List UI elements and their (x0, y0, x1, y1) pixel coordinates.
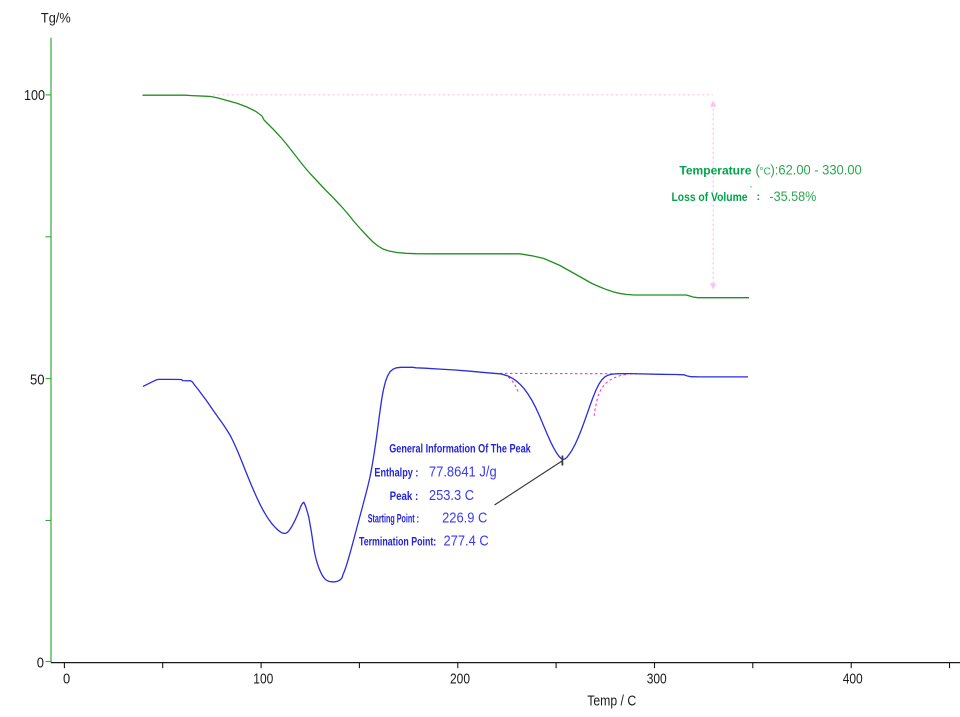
svg-text:):62.00 - 330.00: ):62.00 - 330.00 (771, 162, 862, 178)
svg-text:253.3 C: 253.3 C (429, 488, 474, 504)
svg-text:`: ` (750, 185, 753, 195)
svg-text:0: 0 (63, 670, 70, 687)
svg-text:0: 0 (37, 654, 44, 671)
svg-text:50: 50 (30, 371, 45, 388)
svg-text:General Information Of The Pea: General Information Of The Peak (389, 441, 531, 455)
svg-text:Peak :: Peak : (390, 489, 419, 503)
svg-text:226.9 C: 226.9 C (442, 511, 487, 527)
svg-text:(: ( (755, 162, 760, 178)
svg-text:Loss of Volume: Loss of Volume (672, 190, 748, 204)
svg-text:77.8641 J/g: 77.8641 J/g (429, 465, 497, 481)
svg-text:300: 300 (647, 670, 667, 687)
svg-text:200: 200 (450, 670, 470, 687)
svg-text:277.4 C: 277.4 C (444, 533, 489, 549)
svg-text:Tg/%: Tg/% (41, 10, 71, 26)
svg-text:Temperature: Temperature (679, 164, 751, 178)
svg-text:Temp / C: Temp / C (587, 693, 636, 710)
svg-text:Enthalpy :: Enthalpy : (374, 466, 418, 480)
svg-text::: : (757, 191, 761, 203)
svg-text:°C: °C (760, 167, 771, 178)
svg-text:-35.58%: -35.58% (769, 188, 816, 204)
svg-text:Starting Point :: Starting Point : (368, 512, 419, 526)
svg-text:Termination Point:: Termination Point: (359, 534, 436, 548)
svg-text:100: 100 (24, 87, 45, 104)
svg-text:400: 400 (843, 670, 863, 687)
svg-text:100: 100 (253, 670, 273, 687)
